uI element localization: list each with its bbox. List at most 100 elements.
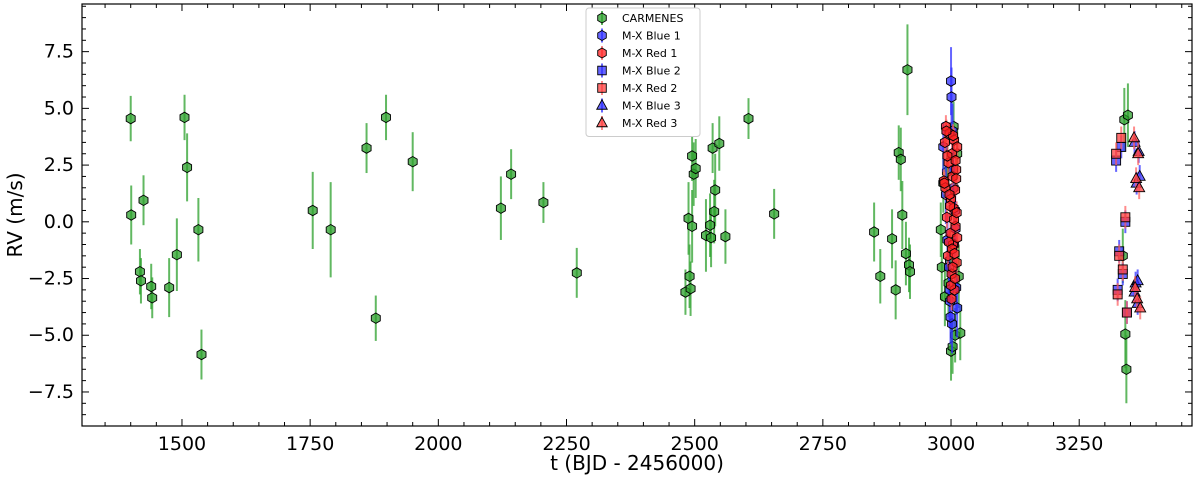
y-tick-label: 2.5 — [44, 154, 74, 176]
data-point — [307, 204, 318, 217]
legend-label: CARMENES — [622, 12, 683, 25]
series-m-x-red-1 — [938, 115, 963, 311]
legend-label: M-X Blue 2 — [622, 65, 681, 78]
data-point — [709, 205, 720, 218]
data-point — [407, 155, 418, 168]
data-point — [538, 196, 549, 209]
data-point — [506, 168, 517, 180]
legend-marker — [597, 12, 607, 24]
data-point — [687, 150, 698, 162]
data-point — [944, 188, 955, 201]
legend-marker — [597, 83, 607, 93]
data-point — [136, 275, 146, 287]
legend-label: M-X Blue 3 — [622, 100, 681, 113]
data-point — [690, 162, 701, 175]
y-tick-label: 5.0 — [44, 97, 74, 119]
data-point — [361, 142, 372, 154]
legend-entry: M-X Blue 1 — [597, 28, 681, 43]
data-point — [196, 348, 207, 361]
data-point — [1122, 109, 1133, 121]
data-point — [952, 141, 963, 153]
data-point — [370, 312, 381, 324]
data-point — [1128, 280, 1142, 292]
plot-area — [125, 24, 1147, 404]
data-point — [381, 111, 391, 124]
data-point — [125, 112, 136, 125]
data-point — [743, 112, 754, 125]
data-point — [947, 261, 958, 273]
data-point — [325, 223, 336, 236]
data-point — [1133, 301, 1147, 313]
data-point — [942, 150, 953, 162]
data-point — [935, 223, 946, 236]
legend: CARMENES M-X Blue 1 M-X Red 1 M-X Blue 2 M-X… — [585, 7, 701, 137]
legend-marker — [597, 65, 607, 76]
data-point — [945, 311, 956, 323]
y-tick-label: 0.0 — [44, 211, 74, 233]
data-point — [179, 111, 190, 124]
x-tick-label: 2000 — [414, 433, 462, 455]
data-point — [1112, 289, 1123, 300]
data-point — [950, 154, 961, 167]
data-point — [1120, 212, 1131, 223]
x-tick-label: 2750 — [799, 433, 847, 455]
data-point — [571, 267, 582, 279]
legend-box — [585, 7, 701, 137]
legend-entry: CARMENES — [597, 11, 683, 25]
data-point — [147, 292, 158, 304]
data-point — [769, 208, 780, 220]
legend-label: M-X Red 1 — [622, 47, 677, 60]
plot-frame — [81, 3, 1193, 427]
data-point — [1114, 250, 1125, 261]
data-point — [1129, 171, 1143, 184]
data-point — [126, 209, 137, 221]
legend-marker — [595, 116, 609, 128]
data-point — [1111, 148, 1122, 159]
data-point — [705, 219, 716, 231]
data-point — [897, 209, 908, 221]
series-m-x-red-3 — [1127, 126, 1147, 320]
data-point — [895, 153, 906, 166]
data-point — [146, 280, 157, 293]
data-point — [1131, 146, 1145, 159]
x-axis-label: t (BJD - 2456000) — [550, 451, 724, 475]
data-point — [869, 226, 880, 238]
data-point — [685, 282, 696, 295]
legend-entry: M-X Red 2 — [597, 81, 677, 95]
data-point — [182, 161, 193, 174]
y-tick-label: −5.0 — [28, 324, 74, 346]
data-point — [1116, 132, 1127, 143]
data-point — [946, 91, 957, 103]
y-tick-label: 7.5 — [44, 41, 74, 63]
data-point — [714, 137, 725, 150]
data-point — [890, 284, 901, 296]
legend-marker — [595, 98, 609, 110]
data-point — [164, 281, 175, 294]
legend-label: M-X Red 2 — [622, 82, 677, 95]
data-point — [495, 202, 506, 214]
data-point — [951, 206, 962, 219]
legend-entry: M-X Blue 2 — [597, 63, 681, 78]
x-tick-label: 2250 — [542, 433, 590, 455]
data-point — [949, 247, 960, 260]
legend-label: M-X Red 3 — [622, 117, 677, 130]
data-point — [193, 223, 204, 236]
data-point — [710, 184, 721, 196]
data-point — [134, 265, 145, 278]
data-point — [875, 270, 886, 283]
x-tick-label: 3250 — [1055, 433, 1103, 455]
data-point — [138, 194, 149, 207]
data-point — [1127, 130, 1141, 143]
data-point — [171, 248, 182, 261]
data-point — [945, 200, 955, 212]
data-point — [1120, 328, 1131, 340]
series-carmenes — [125, 24, 1133, 404]
data-point — [902, 64, 913, 76]
data-point — [941, 125, 952, 137]
y-axis-label: RV (m/s) — [3, 172, 27, 257]
x-tick-label: 3000 — [927, 433, 975, 455]
data-point — [939, 177, 950, 189]
axis-ticks: 1500 1750 2000 2250 2500 2750 3000 3250 −7.5 −5.0… — [28, 4, 1192, 455]
data-point — [684, 270, 695, 283]
